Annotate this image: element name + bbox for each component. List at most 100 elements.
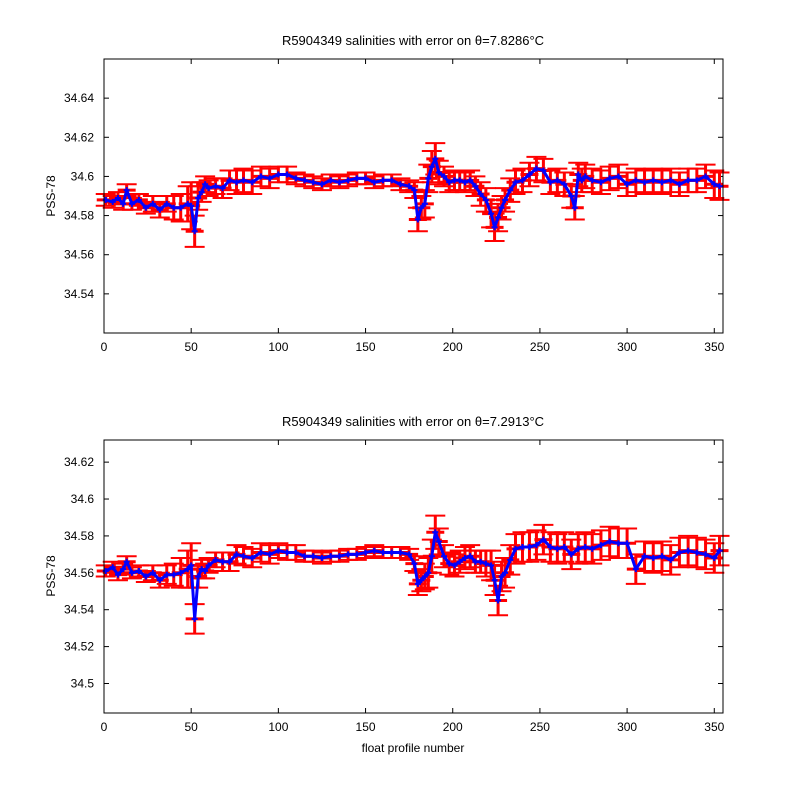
- top-chart-salinity-point: [310, 179, 317, 186]
- bottom-chart-salinity-point: [693, 549, 700, 556]
- bottom-chart-salinity-point: [575, 545, 582, 552]
- top-chart-salinity-point: [191, 228, 198, 235]
- top-chart-salinity-point: [482, 196, 489, 203]
- top-chart-salinity-point: [240, 177, 247, 184]
- bottom-chart-salinity-point: [711, 555, 718, 562]
- top-chart-salinity-point: [540, 167, 547, 174]
- top-chart-xtick-label: 0: [101, 340, 108, 354]
- bottom-chart-ytick-label: 34.56: [64, 566, 94, 580]
- top-chart-salinity-point: [575, 171, 582, 178]
- bottom-chart-salinity-point: [379, 549, 386, 556]
- top-chart-salinity-point: [498, 204, 505, 211]
- bottom-chart-salinity-point: [411, 560, 418, 567]
- top-chart-salinity-point: [526, 171, 533, 178]
- bottom-chart-salinity-point: [456, 558, 463, 565]
- top-chart-salinity-point: [428, 163, 435, 170]
- top-chart-salinity-point: [406, 183, 413, 190]
- top-chart-salinity-point: [495, 214, 502, 221]
- top-chart-salinity-point: [512, 179, 519, 186]
- top-chart-salinity-point: [388, 177, 395, 184]
- bottom-chart-salinity-point: [170, 571, 177, 578]
- top-chart-salinity-point: [641, 179, 648, 186]
- bottom-chart-salinity-point: [606, 538, 613, 545]
- bottom-chart-salinity-point: [461, 555, 468, 562]
- top-chart-salinity-point: [362, 175, 369, 182]
- bottom-chart-salinity-point: [226, 558, 233, 565]
- top-chart-axes-frame: [103, 58, 724, 334]
- top-chart-salinity-point: [120, 200, 127, 207]
- top-chart-ytick-label: 34.56: [64, 248, 94, 262]
- bottom-chart-salinity-point: [191, 615, 198, 622]
- top-chart-salinity-point: [257, 173, 264, 180]
- bottom-chart-salinity-point: [502, 569, 509, 576]
- top-chart-salinity-point: [135, 196, 142, 203]
- bottom-chart-salinity-point: [266, 551, 273, 558]
- top-chart-salinity-point: [226, 177, 233, 184]
- top-chart-salinity-point: [156, 206, 163, 213]
- bottom-chart-salinity-point: [685, 547, 692, 554]
- top-chart-salinity-point: [624, 181, 631, 188]
- bottom-chart-salinity-point: [589, 545, 596, 552]
- bottom-chart-salinity-point: [512, 545, 519, 552]
- bottom-chart-salinity-point: [615, 540, 622, 547]
- bottom-chart-xtick-label: 100: [268, 720, 288, 734]
- bottom-chart-salinity-point: [451, 562, 458, 569]
- top-chart-salinity-point: [128, 200, 135, 207]
- bottom-chart-ytick-label: 34.52: [64, 640, 94, 654]
- top-chart-salinity-point: [650, 177, 657, 184]
- bottom-chart-xtick-label: 300: [617, 720, 637, 734]
- top-chart-panel: R5904349 salinities with error on θ=7.82…: [44, 33, 730, 354]
- bottom-chart-salinity-point: [446, 560, 453, 567]
- bottom-chart-salinity-point: [495, 597, 502, 604]
- top-chart-salinity-point: [685, 177, 692, 184]
- bottom-chart-salinity-point: [135, 567, 142, 574]
- top-chart-salinity-point: [441, 173, 448, 180]
- bottom-chart-salinity-point: [114, 571, 121, 578]
- top-chart-salinity-point: [676, 181, 683, 188]
- bottom-chart-salinity-point: [554, 545, 561, 552]
- bottom-chart-salinity-point: [491, 577, 498, 584]
- top-chart-xtick-label: 250: [530, 340, 550, 354]
- bottom-chart-salinity-point: [507, 556, 514, 563]
- top-chart-xtick-label: 200: [443, 340, 463, 354]
- bottom-chart-salinity-point: [582, 543, 589, 550]
- bottom-chart-xtick-label: 50: [185, 720, 199, 734]
- top-chart-salinity-point: [142, 204, 149, 211]
- bottom-chart-salinity-point: [432, 529, 439, 536]
- bottom-chart-xlabel: float profile number: [362, 741, 465, 755]
- bottom-chart-salinity-point: [362, 549, 369, 556]
- bottom-chart-salinity-point: [120, 566, 127, 573]
- top-chart-ylabel: PSS-78: [44, 175, 58, 217]
- bottom-chart-salinity-point: [418, 577, 425, 584]
- bottom-chart-salinity-point: [526, 543, 533, 550]
- bottom-chart-salinity-point: [676, 549, 683, 556]
- top-chart-salinity-point: [266, 175, 273, 182]
- top-chart-salinity-point: [667, 177, 674, 184]
- bottom-chart-title: R5904349 salinities with error on θ=7.29…: [282, 414, 544, 429]
- top-chart-salinity-point: [170, 204, 177, 211]
- bottom-chart-salinity-point: [345, 551, 352, 558]
- top-chart-salinity-point: [411, 187, 418, 194]
- bottom-chart-ytick-label: 34.6: [71, 492, 95, 506]
- bottom-chart-salinity-point: [477, 558, 484, 565]
- bottom-chart-salinity-point: [249, 555, 256, 562]
- top-chart-salinity-point: [456, 177, 463, 184]
- top-chart-salinity-point: [658, 179, 665, 186]
- top-chart-salinity-point: [184, 200, 191, 207]
- bottom-chart-xtick-label: 0: [101, 720, 108, 734]
- top-chart-salinity-point: [275, 171, 282, 178]
- bottom-chart-salinity-point: [482, 560, 489, 567]
- bottom-chart-salinity-point: [195, 573, 202, 580]
- bottom-chart-salinity-point: [397, 549, 404, 556]
- top-chart-xtick-label: 100: [268, 340, 288, 354]
- top-chart-salinity-point: [353, 175, 360, 182]
- bottom-chart-salinity-point: [641, 553, 648, 560]
- bottom-chart-salinity-point: [301, 553, 308, 560]
- top-chart-salinity-point: [582, 173, 589, 180]
- top-chart-salinity-point: [202, 181, 209, 188]
- bottom-chart-salinity-point: [240, 553, 247, 560]
- bottom-chart-salinity-point: [406, 551, 413, 558]
- bottom-chart-ytick-label: 34.5: [71, 676, 95, 690]
- bottom-chart-xtick-label: 200: [443, 720, 463, 734]
